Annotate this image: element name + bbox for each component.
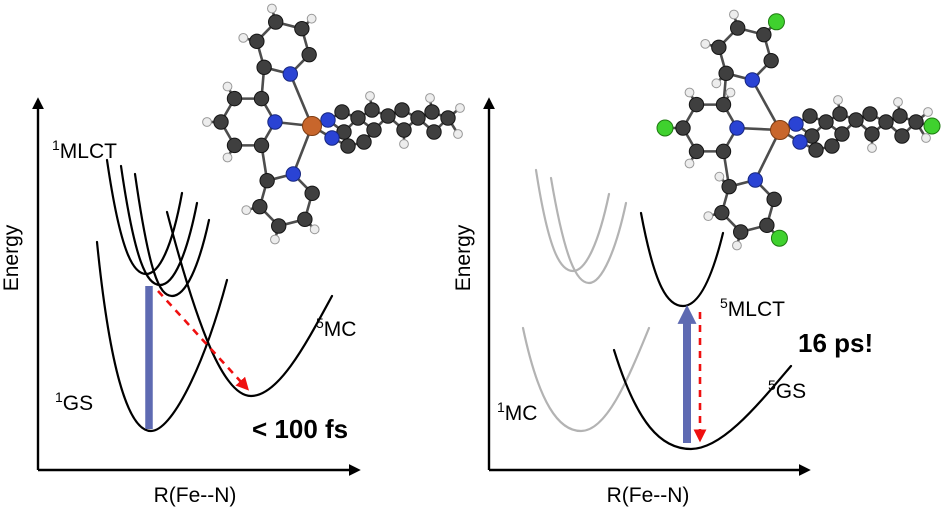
molecule-left-ball-and-stick: [202, 3, 465, 245]
potential-curve: [105, 158, 184, 276]
potential-curve: [534, 168, 611, 273]
right-x-axis-label: R(Fe--N): [607, 484, 690, 507]
right-timescale-annotation: 16 ps!: [798, 328, 873, 358]
right-label-mc: 1MC: [497, 399, 537, 425]
right-label-gs: 5GS: [768, 377, 806, 403]
right-energy-axis-label: Energy: [452, 224, 475, 291]
left-label-gs: 1GS: [55, 389, 93, 415]
molecule-models: [202, 3, 941, 251]
left-relaxation-arrow: [157, 290, 250, 391]
potential-curve: [612, 348, 793, 451]
left-timescale-annotation: < 100 fs: [252, 414, 348, 444]
potential-curve: [133, 172, 211, 298]
potential-curve: [521, 326, 651, 433]
left-energy-axis-label: Energy: [0, 224, 23, 291]
potential-curve: [165, 210, 334, 398]
potential-curve: [549, 176, 628, 285]
transition-arrows: [145, 286, 707, 443]
potential-curve: [639, 211, 725, 308]
labels: Energy R(Fe--N) 1MLCT 1GS 5MC < 100 fs E…: [0, 137, 873, 507]
left-label-mlct: 1MLCT: [52, 137, 117, 163]
molecule-right-ball-and-stick-chloro: [656, 9, 941, 251]
left-label-mc: 5MC: [316, 315, 356, 341]
potential-curve: [95, 240, 229, 433]
right-label-mlct: 5MLCT: [720, 295, 785, 321]
left-x-axis-label: R(Fe--N): [154, 484, 237, 507]
axes: [32, 97, 811, 476]
